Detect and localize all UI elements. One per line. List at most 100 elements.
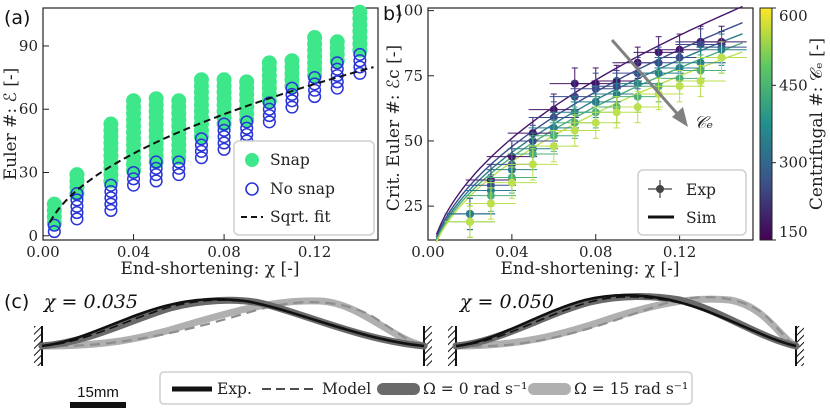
panel-b: 0.00 0.04 0.08 0.12 25 50 75 100 b) End-shorten… bbox=[383, 2, 827, 279]
nosnap-point bbox=[262, 102, 276, 116]
a-ytick-label: 90 bbox=[19, 37, 38, 55]
exp-point bbox=[486, 199, 495, 208]
nosnap-point bbox=[149, 161, 163, 175]
nosnap-point bbox=[126, 165, 141, 180]
snap-point bbox=[284, 53, 300, 69]
a-ytick-label: 0 bbox=[28, 227, 38, 245]
ce-arrow-shaft bbox=[610, 39, 683, 119]
panel-b-ylabel: Crit. Euler #: ℰc [-] bbox=[384, 45, 404, 211]
exp-point bbox=[570, 126, 579, 135]
snap-point bbox=[307, 30, 323, 46]
snap-point bbox=[171, 93, 187, 109]
a-ytick-label: 30 bbox=[19, 164, 38, 182]
nosnap-point bbox=[104, 191, 118, 205]
nosnap-point bbox=[308, 90, 322, 104]
colorbar-tick-label: 600 bbox=[779, 7, 808, 25]
nosnap-point bbox=[217, 136, 231, 150]
nosnap-point bbox=[240, 115, 254, 129]
legend-exp-label: Exp bbox=[686, 181, 716, 199]
nosnap-point bbox=[285, 81, 299, 95]
legend-c-omega15-label: Ω = 15 rad s⁻¹ bbox=[574, 380, 688, 398]
panel-b-frame bbox=[427, 7, 754, 241]
nosnap-point bbox=[217, 123, 231, 137]
nosnap-point bbox=[126, 172, 141, 186]
nosnap-point bbox=[104, 184, 118, 199]
colorbar-ticks: 600 450 300 150 bbox=[772, 7, 808, 241]
colorbar: 600 450 300 150 Centrifugal #: 𝒞ₑ [-] bbox=[759, 7, 827, 241]
b-ytick-label: 75 bbox=[404, 67, 423, 85]
colorbar-tick-label: 300 bbox=[779, 154, 808, 172]
nosnap-point bbox=[172, 161, 186, 175]
nosnap-point bbox=[70, 187, 84, 201]
nosnap-point bbox=[70, 199, 84, 213]
a-xtick-label: 0.08 bbox=[207, 243, 240, 261]
snap-point bbox=[329, 34, 345, 50]
panel-a-ylabel: Euler #: ℰ [-] bbox=[1, 68, 21, 180]
panel-b-xlabel: End-shortening: χ [-] bbox=[501, 259, 680, 279]
legend-c-exp-label: Exp. bbox=[217, 380, 252, 398]
nosnap-point bbox=[240, 121, 254, 135]
legend-c-omega0-label: Ω = 0 rad s⁻¹ bbox=[423, 380, 527, 398]
panel-a-xlabel: End-shortening: χ [-] bbox=[121, 259, 300, 279]
snap-point bbox=[352, 4, 368, 20]
nosnap-point bbox=[330, 81, 344, 95]
nosnap-point bbox=[262, 96, 276, 110]
nosnap-point bbox=[217, 130, 231, 144]
colorbar-label: Centrifugal #: 𝒞ₑ [-] bbox=[807, 38, 827, 210]
nosnap-point bbox=[194, 132, 208, 146]
exp-point bbox=[696, 40, 705, 49]
exp-point bbox=[717, 53, 726, 62]
nosnap-point bbox=[308, 83, 322, 97]
clamp-left-1 bbox=[34, 326, 42, 366]
ce-arrow-label: 𝒞ₑ bbox=[694, 113, 713, 133]
panel-a-ticks: 0.00 0.04 0.08 0.12 0 30 60 90 bbox=[19, 37, 331, 261]
snap-point bbox=[216, 72, 232, 88]
legend-nosnap-marker bbox=[245, 182, 259, 196]
legend-sim-label: Sim bbox=[686, 209, 717, 227]
nosnap-point bbox=[217, 117, 231, 131]
exp-point bbox=[549, 142, 558, 151]
nosnap-point bbox=[353, 60, 367, 74]
b-xtick-label: 0.00 bbox=[411, 243, 444, 261]
exp-point bbox=[465, 217, 474, 226]
legend-c-model-label: Model bbox=[322, 380, 371, 398]
clamp-left-2 bbox=[448, 326, 456, 366]
a-xtick-label: 0.00 bbox=[26, 243, 59, 261]
b-ytick-label: 50 bbox=[404, 132, 423, 150]
a-xtick-label: 0.04 bbox=[117, 243, 150, 261]
nosnap-point bbox=[330, 56, 344, 70]
b-ytick-label: 100 bbox=[394, 2, 423, 20]
nosnap-point bbox=[70, 193, 84, 207]
nosnap-point bbox=[172, 155, 186, 169]
nosnap-point bbox=[149, 168, 163, 182]
beam-right-model bbox=[455, 296, 797, 347]
panel-b-legend: Exp Sim bbox=[637, 169, 747, 236]
ce-arrow-head bbox=[672, 107, 688, 127]
legend-exp-marker bbox=[656, 185, 664, 193]
b-xtick-label: 0.12 bbox=[663, 243, 696, 261]
panel-c: (c) χ = 0.035 χ = 0.050 15mm Exp. bbox=[4, 291, 804, 408]
snap-point bbox=[148, 91, 164, 107]
panel-b-ticks: 0.00 0.04 0.08 0.12 25 50 75 100 bbox=[394, 2, 696, 261]
ce-arrow: 𝒞ₑ bbox=[610, 39, 713, 133]
panel-a-frame bbox=[42, 7, 379, 241]
nosnap-point bbox=[285, 100, 299, 114]
snap-point bbox=[69, 167, 85, 183]
legend-snap-marker bbox=[245, 153, 259, 167]
snap-point bbox=[193, 72, 209, 88]
nosnap-point bbox=[285, 87, 299, 102]
nosnap-point bbox=[70, 212, 84, 226]
b-xtick-label: 0.04 bbox=[495, 243, 528, 261]
nosnap-point bbox=[194, 151, 208, 165]
b-xtick-label: 0.08 bbox=[579, 243, 612, 261]
nosnap-point bbox=[262, 115, 276, 129]
sim-curve bbox=[435, 33, 743, 240]
clamp-right-1 bbox=[424, 326, 432, 366]
nosnap-point bbox=[104, 197, 118, 211]
panel-b-legend-box bbox=[637, 169, 747, 236]
panel-a: 0.00 0.04 0.08 0.12 0 30 60 90 (a) End-shorteni… bbox=[1, 4, 379, 279]
nosnap-point bbox=[172, 168, 186, 182]
panel-c-legend-box bbox=[159, 371, 693, 405]
exp-point bbox=[528, 160, 537, 169]
